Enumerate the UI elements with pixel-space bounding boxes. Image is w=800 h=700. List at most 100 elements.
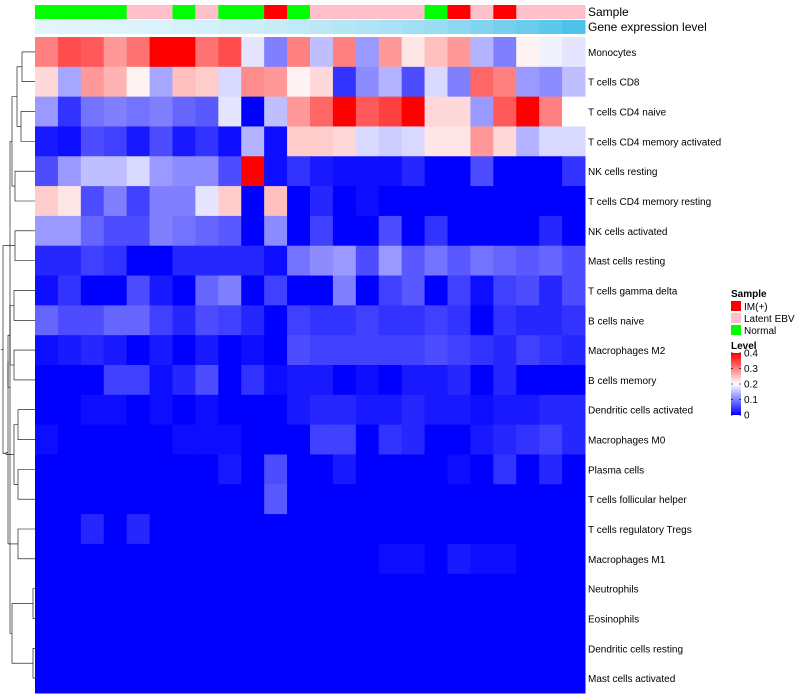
heatmap-cell (355, 543, 380, 575)
heatmap-cell (172, 96, 196, 127)
heatmap-cell (264, 215, 288, 247)
heatmap-cell (516, 365, 540, 396)
heatmap-cell (516, 335, 540, 366)
sample-cell (470, 5, 494, 19)
heatmap-cell (493, 484, 517, 515)
heatmap-cell (310, 365, 334, 396)
heatmap-cell (35, 186, 59, 217)
heatmap-cell (310, 37, 334, 68)
heatmap-cell (103, 424, 128, 455)
heatmap-cell (355, 394, 380, 426)
heatmap-cell (103, 245, 128, 277)
heatmap-cell (287, 275, 311, 306)
row-label: Dendritic cells activated (588, 406, 693, 417)
dendrogram-branch (7, 361, 18, 545)
heatmap-cell (241, 514, 265, 545)
heatmap-cell (562, 633, 586, 664)
heatmap-cell (126, 365, 151, 396)
heatmap-cell (378, 126, 403, 157)
sample-cell (332, 5, 357, 19)
heatmap-cell (516, 215, 540, 247)
heatmap-cell (355, 245, 380, 277)
heatmap-cell (172, 245, 196, 277)
heatmap-cell (470, 424, 494, 455)
heatmap-cell (310, 424, 334, 455)
heatmap-cell (218, 245, 242, 277)
heatmap-cell (218, 215, 242, 247)
heatmap-cell (378, 186, 403, 217)
heatmap-cell (332, 365, 357, 396)
sample-cell (80, 5, 105, 19)
heatmap-cell (35, 484, 59, 515)
heatmap-cell (378, 365, 403, 396)
heatmap-cell (332, 66, 357, 98)
row-label: T cells CD4 memory resting (588, 197, 711, 208)
heatmap-cell (424, 365, 448, 396)
heatmap-cell (57, 215, 82, 247)
heatmap-cell (378, 96, 403, 127)
expression-level-cell (332, 20, 357, 34)
heatmap-cell (57, 633, 82, 664)
heatmap-cell (172, 37, 196, 68)
heatmap-cell (241, 454, 265, 485)
heatmap-cell (424, 156, 448, 187)
heatmap-cell (218, 663, 242, 694)
heatmap-cell (264, 275, 288, 306)
heatmap-cell (401, 394, 426, 426)
heatmap-cell (172, 603, 196, 634)
heatmap-cell (355, 454, 380, 485)
heatmap-cell (355, 126, 380, 157)
heatmap-cell (310, 454, 334, 485)
heatmap-cell (401, 245, 426, 277)
row-label: T cells regulatory Tregs (588, 525, 692, 536)
heatmap-cell (516, 573, 540, 605)
heatmap-cell (149, 424, 173, 455)
heatmap-cell (149, 186, 173, 217)
heatmap-cell (470, 663, 494, 694)
heatmap-cell (149, 394, 173, 426)
heatmap-cell (539, 394, 563, 426)
heatmap-cell (35, 424, 59, 455)
heatmap-cell (80, 245, 105, 277)
heatmap-cell (287, 335, 311, 366)
heatmap-cell (57, 96, 82, 127)
heatmap-cell (80, 37, 105, 68)
row-label: Plasma cells (588, 465, 644, 476)
heatmap-cell (195, 335, 219, 366)
heatmap-cell (57, 186, 82, 217)
heatmap-cell (562, 543, 586, 575)
heatmap-cell (80, 96, 105, 127)
heatmap-cell (218, 484, 242, 515)
heatmap-cell (218, 573, 242, 605)
heatmap-cell (126, 663, 151, 694)
heatmap-cell (516, 454, 540, 485)
heatmap-cell (126, 245, 151, 277)
heatmap-cell (355, 275, 380, 306)
heatmap-cell (195, 573, 219, 605)
heatmap-cell (287, 365, 311, 396)
heatmap-cell (516, 186, 540, 217)
heatmap-cell (378, 603, 403, 634)
heatmap-cell (57, 335, 82, 366)
legend-tick-0.1: 0.1 (744, 395, 758, 406)
heatmap-cell (80, 335, 105, 366)
heatmap-cell (241, 543, 265, 575)
heatmap-cell (218, 633, 242, 664)
legend-sample: Sample IM(+) Latent EBV Normal (731, 289, 795, 337)
heatmap-cell (149, 543, 173, 575)
heatmap-cell (126, 543, 151, 575)
heatmap-cell (539, 335, 563, 366)
heatmap-cell (103, 573, 128, 605)
heatmap-cell (57, 573, 82, 605)
heatmap-cell (378, 275, 403, 306)
dendrogram-branch (13, 290, 35, 321)
heatmap-cell (424, 305, 448, 336)
heatmap-cell (355, 156, 380, 187)
heatmap-cell (401, 275, 426, 306)
sample-cell (172, 5, 196, 19)
heatmap-cell (287, 484, 311, 515)
heatmap-cell (80, 454, 105, 485)
heatmap-cell (264, 394, 288, 426)
heatmap-cell (539, 424, 563, 455)
heatmap-cell (126, 633, 151, 664)
